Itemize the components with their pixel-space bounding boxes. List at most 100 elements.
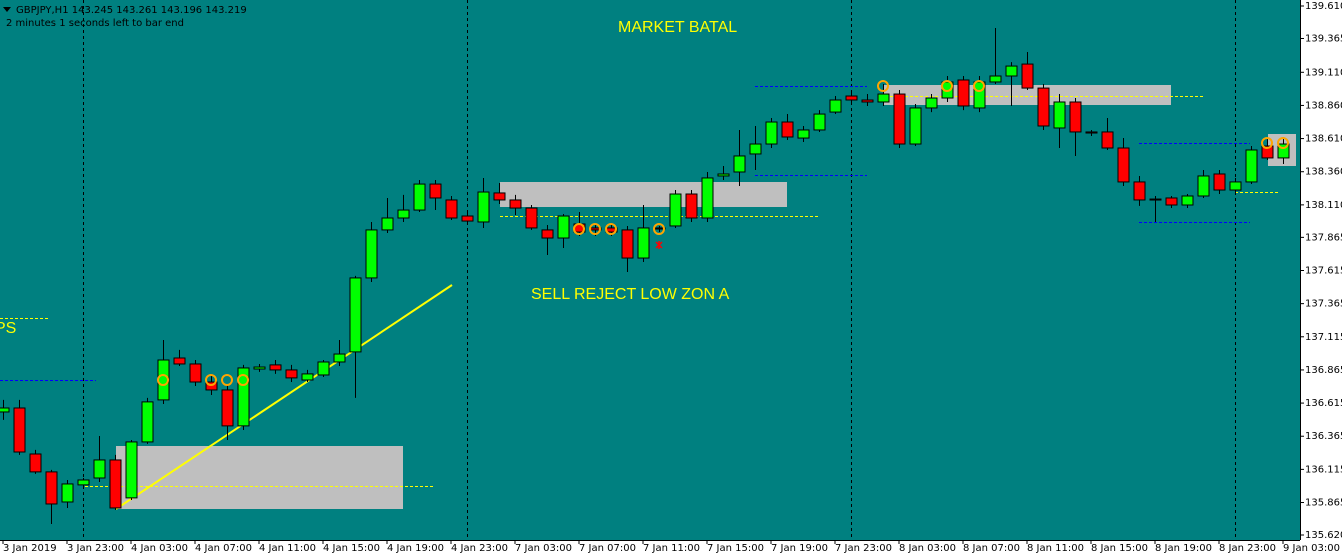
signal [237, 374, 249, 386]
x-tick-label: 8 Jan 03:00 [899, 543, 956, 554]
candle-body [797, 129, 810, 139]
signal-cross [655, 241, 663, 249]
candle-body [1037, 87, 1050, 127]
candle-body [1213, 173, 1226, 191]
y-tick-label: 137.115 [1305, 332, 1342, 343]
candle-body [541, 229, 554, 239]
candles [0, 28, 1290, 524]
candle-body [77, 479, 90, 486]
candle-body [61, 483, 74, 503]
x-tick-label: 4 Jan 03:00 [131, 543, 188, 554]
candle-body [29, 453, 42, 473]
zone [116, 446, 403, 509]
signal [221, 374, 233, 386]
candle-body [637, 227, 650, 259]
y-tick-label: 138.610 [1305, 134, 1342, 145]
candle-body [141, 401, 154, 443]
y-tick-label: 136.615 [1305, 398, 1342, 409]
y-tick-label: 135.620 [1305, 530, 1342, 541]
x-tick-label: 4 Jan 19:00 [387, 543, 444, 554]
signal [653, 223, 665, 235]
y-tick-label: 137.615 [1305, 266, 1342, 277]
candle-body [877, 93, 890, 103]
candle-body [349, 277, 362, 353]
candle-body [253, 366, 266, 370]
signal [589, 223, 601, 235]
candle-body [781, 121, 794, 138]
candle-body [813, 113, 826, 131]
candle-body [957, 79, 970, 107]
candle-body [909, 107, 922, 145]
separators [83, 0, 1236, 540]
x-tick-label: 7 Jan 15:00 [707, 543, 764, 554]
x-tick-label: 4 Jan 23:00 [451, 543, 508, 554]
signals [157, 80, 1289, 386]
trend-line [115, 284, 453, 510]
candle-body [989, 75, 1002, 83]
candle-body [765, 121, 778, 145]
chart-subtitle: 2 minutes 1 seconds left to bar end [6, 18, 184, 29]
candle-body [269, 364, 282, 371]
candle-body [893, 93, 906, 145]
zone [883, 85, 1171, 105]
x-tick-label: 4 Jan 11:00 [259, 543, 316, 554]
y-tick-label: 137.365 [1305, 299, 1342, 310]
candle-body [333, 353, 346, 363]
y-tick-label: 139.610 [1305, 1, 1342, 12]
candle-body [669, 193, 682, 227]
candle-body [1117, 147, 1130, 183]
y-tick-label: 138.360 [1305, 167, 1342, 178]
candle-body [365, 229, 378, 279]
collapse-arrow[interactable] [3, 7, 11, 12]
candle-body [1229, 181, 1242, 191]
candle-body [1197, 175, 1210, 197]
x-tick-label: 8 Jan 19:00 [1155, 543, 1212, 554]
candle-body [429, 183, 442, 199]
candle-body [717, 173, 730, 177]
candle-body [621, 229, 634, 259]
zone [500, 182, 787, 207]
x-tick-label: 4 Jan 07:00 [195, 543, 252, 554]
x-tick-label: 4 Jan 15:00 [323, 543, 380, 554]
signal [605, 223, 617, 235]
candle-body [1069, 101, 1082, 133]
candle-body [45, 471, 58, 505]
x-tick-label: 8 Jan 07:00 [963, 543, 1020, 554]
y-tick-label: 136.365 [1305, 431, 1342, 442]
candle-body [413, 183, 426, 211]
candle-body [829, 99, 842, 113]
signal [573, 223, 585, 235]
signal [205, 374, 217, 386]
y-tick-label: 136.865 [1305, 365, 1342, 376]
candle-body [461, 215, 474, 222]
candle-body [1181, 195, 1194, 206]
zones [116, 85, 1296, 509]
candle-body [445, 199, 458, 219]
chart-title: GBPJPY,H1 143.245 143.261 143.196 143.21… [16, 5, 247, 16]
candle-body [1165, 197, 1178, 206]
candle-body [301, 373, 314, 381]
candle-body [13, 407, 26, 453]
candle-body [845, 95, 858, 101]
candle-body [733, 155, 746, 173]
candle-body [1277, 143, 1290, 159]
candle-body [1085, 131, 1098, 134]
candle-body [925, 97, 938, 109]
y-tick-label: 137.865 [1305, 232, 1342, 243]
x-tick-label: 7 Jan 11:00 [643, 543, 700, 554]
candle-body [221, 389, 234, 427]
candle-body [93, 459, 106, 479]
candle-body [1245, 149, 1258, 183]
y-tick-label: 139.110 [1305, 67, 1342, 78]
x-tick-label: 7 Jan 07:00 [579, 543, 636, 554]
candle-body [1133, 181, 1146, 201]
candle-body [397, 209, 410, 219]
x-tick-label: 7 Jan 23:00 [835, 543, 892, 554]
candle-body [317, 361, 330, 376]
signal [941, 80, 953, 92]
annotation: PS [0, 320, 16, 337]
signal [1277, 137, 1289, 149]
y-tick-label: 136.115 [1305, 464, 1342, 475]
annotation: MARKET BATAL [618, 19, 737, 36]
